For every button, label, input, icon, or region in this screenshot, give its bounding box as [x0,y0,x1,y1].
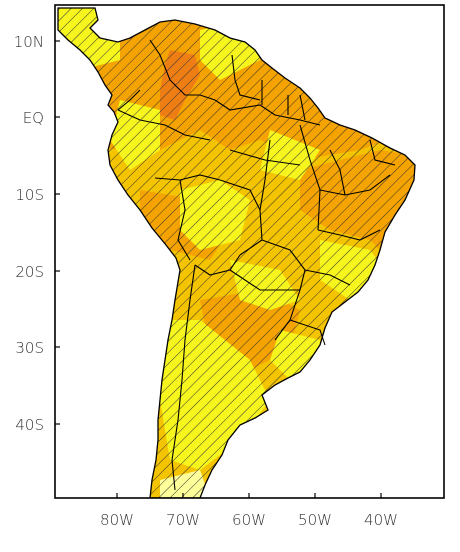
border-brazil-states-1 [259,139,271,211]
border-brazil-states-8 [229,149,301,166]
lat-label-40s: 40S [15,416,44,434]
lon-label-40w: 40W [364,511,398,529]
lon-label-70w: 70W [166,511,200,529]
longitude-labels: 80W 70W 60W 50W 40W [100,511,398,529]
longitude-ticks [116,493,382,498]
lon-label-60w: 60W [232,511,266,529]
border-bolivia-paraguay [194,254,241,276]
border-peru-bolivia [177,179,191,261]
lat-label-10n: 10N [14,33,44,51]
lon-label-50w: 50W [298,511,332,529]
latitude-labels: 10N EQ 10S 20S 30S 40S [14,33,44,434]
border-peru-brazil [154,174,221,181]
coastline [57,7,416,498]
border-paraguay-argentina [229,269,300,291]
border-brazil-states-6 [304,269,351,286]
lat-label-10s: 10S [15,186,44,204]
border-guianas [261,80,306,121]
lat-label-30s: 30S [15,339,44,357]
border-colombia-peru [117,109,211,141]
border-colombia-ecuador [117,89,141,111]
border-brazil-states-7 [369,139,396,166]
border-venezuela-guyana [231,54,261,101]
border-colombia-venezuela [149,39,216,101]
border-brazil-states-5 [317,229,381,241]
latitude-ticks [55,40,60,425]
border-brazil-north [214,99,321,126]
border-uruguay-brazil [289,319,326,346]
significance-hatching [58,8,415,498]
lon-label-80w: 80W [100,511,134,529]
border-brazil-states-3 [319,174,391,196]
lat-label-20s: 20S [15,263,44,281]
border-chile-argentina [171,264,196,491]
lat-label-eq: EQ [23,109,44,127]
border-brazil-states-2 [299,124,321,231]
border-paraguay-brazil [261,239,306,291]
border-brazil-states-4 [329,149,346,196]
country-borders [117,39,396,491]
